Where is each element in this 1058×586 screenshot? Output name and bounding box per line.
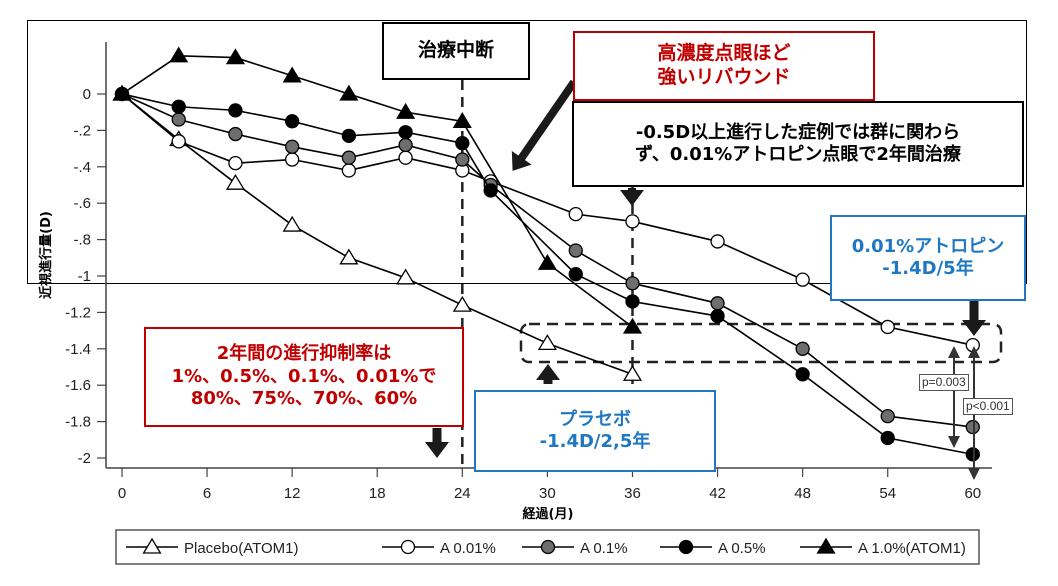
inhibition-line-3: 80%、75%、70%、60% bbox=[190, 388, 418, 410]
p-value-0003: p=0.003 bbox=[919, 374, 969, 391]
rescue-line-1: -0.5D以上進行した症例では群に関わら bbox=[635, 121, 961, 143]
x-axis-title: 経過(月) bbox=[523, 506, 574, 522]
chart-frame bbox=[27, 20, 1027, 284]
treatment-stop-text: 治療中断 bbox=[417, 39, 494, 62]
x-tick-label: 48 bbox=[794, 485, 811, 502]
arrow-head bbox=[425, 442, 449, 458]
comparison-box bbox=[519, 322, 1003, 364]
y-tick-label: -1.2 bbox=[65, 304, 91, 321]
y-tick-label: -.6 bbox=[73, 195, 91, 212]
y-tick-label: -1.6 bbox=[65, 377, 91, 394]
x-tick-label: 24 bbox=[454, 485, 471, 502]
inhibition-line-1: 2年間の進行抑制率は bbox=[216, 343, 392, 365]
arrow-head bbox=[536, 364, 560, 380]
axes: 0 -.2 -.4 -.6 -.8 -1 -1.2 -1.4 -1.6 -1.8 -2 0 6 12 18 2… bbox=[38, 42, 992, 522]
placebo-result-callout: プラセボ -1.4D/2,5年 bbox=[474, 390, 716, 472]
legend-item: A 0.1% bbox=[522, 539, 628, 557]
x-tick-label: 6 bbox=[203, 485, 211, 502]
placebo-line-1: プラセボ bbox=[559, 408, 631, 430]
x-tick-label: 12 bbox=[284, 485, 301, 502]
y-tick-label: 0 bbox=[83, 86, 91, 103]
legend-label: A 1.0%(ATOM1) bbox=[858, 540, 966, 557]
x-tick-label: 36 bbox=[624, 485, 641, 502]
y-tick-label: -.2 bbox=[73, 122, 91, 139]
inhibition-line-2: 1%、0.5%、0.1%、0.01%で bbox=[171, 365, 437, 387]
legend-label: Placebo(ATOM1) bbox=[184, 540, 299, 557]
pointer-arrow bbox=[512, 79, 578, 169]
y-tick-label: -2 bbox=[78, 450, 91, 467]
rebound-callout: 高濃度点眼ほど 強いリバウンド bbox=[573, 31, 875, 101]
atropine-result-callout: 0.01%アトロピン -1.4D/5年 bbox=[830, 215, 1026, 301]
legend: Placebo(ATOM1) A 0.01% A 0.1% A 0.5% A 1.0%(… bbox=[115, 529, 980, 565]
x-tick-label: 18 bbox=[369, 485, 386, 502]
arrow-head bbox=[511, 150, 532, 171]
legend-item: A 1.0%(ATOM1) bbox=[800, 537, 966, 557]
p-value-0001: p<0.001 bbox=[963, 398, 1013, 415]
legend-label: A 0.01% bbox=[440, 540, 496, 557]
legend-item: Placebo(ATOM1) bbox=[126, 537, 299, 557]
y-tick-label: -.4 bbox=[73, 159, 91, 176]
x-tick-label: 60 bbox=[964, 485, 981, 502]
treatment-stop-callout: 治療中断 bbox=[382, 22, 530, 80]
legend-item: A 0.5% bbox=[660, 539, 766, 557]
legend-label: A 0.5% bbox=[718, 540, 766, 557]
y-tick-label: -1.4 bbox=[65, 341, 91, 358]
atropine-line-2: -1.4D/5年 bbox=[882, 258, 974, 279]
x-tick-label: 30 bbox=[539, 485, 556, 502]
legend-label: A 0.1% bbox=[580, 540, 628, 557]
rebound-line-2: 強いリバウンド bbox=[657, 66, 791, 88]
x-tick-label: 42 bbox=[709, 485, 726, 502]
x-tick-label: 54 bbox=[879, 485, 896, 502]
rescue-line-2: ず、0.01%アトロピン点眼で2年間治療 bbox=[635, 144, 961, 165]
legend-item: A 0.01% bbox=[382, 539, 496, 557]
x-tick-label: 0 bbox=[118, 485, 126, 502]
arrow-head bbox=[962, 320, 986, 336]
inhibition-rate-callout: 2年間の進行抑制率は 1%、0.5%、0.1%、0.01%で 80%、75%、7… bbox=[144, 327, 464, 427]
y-axis-title: 近視進行量(D) bbox=[38, 211, 54, 299]
series-a-1-0-atom1- bbox=[112, 46, 643, 334]
y-tick-label: -.8 bbox=[73, 232, 91, 249]
arrow-head bbox=[620, 190, 644, 206]
y-tick-label: -1 bbox=[78, 268, 91, 285]
atropine-line-1: 0.01%アトロピン bbox=[851, 235, 1005, 257]
rescue-treatment-callout: -0.5D以上進行した症例では群に関わら ず、0.01%アトロピン点眼で2年間治… bbox=[572, 101, 1024, 187]
placebo-line-2: -1.4D/2,5年 bbox=[539, 431, 651, 452]
y-tick-label: -1.8 bbox=[65, 414, 91, 431]
rebound-line-1: 高濃度点眼ほど bbox=[657, 42, 791, 65]
